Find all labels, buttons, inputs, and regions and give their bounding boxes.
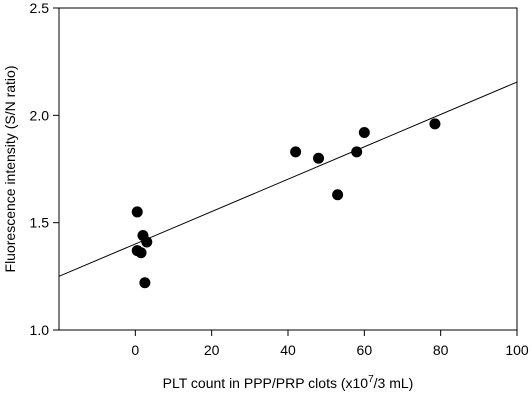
- x-tick-label: 60: [357, 342, 373, 358]
- y-tick-label: 2.5: [30, 0, 50, 16]
- x-axis-title: PLT count in PPP/PRP clots (x107/3 mL): [163, 374, 414, 391]
- x-axis-title-main: PLT count in PPP/PRP clots (x10: [163, 375, 369, 391]
- y-tick-label: 1.5: [30, 215, 50, 231]
- y-tick-label: 2.0: [30, 107, 50, 123]
- data-point: [429, 118, 441, 130]
- x-axis-title-suffix: /3 mL): [374, 375, 414, 391]
- x-axis-ticks: 0 20 40 60 80 100: [131, 330, 529, 358]
- data-point: [290, 146, 302, 158]
- x-axis-title-superscript: 7: [368, 374, 374, 385]
- data-point: [139, 277, 151, 289]
- plot-frame: [58, 7, 518, 331]
- regression-line: [58, 81, 518, 277]
- y-axis-title: Fluorescence intensity (S/N ratio): [2, 66, 18, 273]
- y-tick-label: 1.0: [30, 322, 50, 338]
- data-point: [313, 152, 325, 164]
- data-point: [135, 247, 147, 259]
- data-point: [351, 146, 363, 158]
- y-axis-ticks: 1.0 1.5 2.0 2.5: [30, 0, 59, 338]
- x-tick-label: 100: [505, 342, 529, 358]
- x-tick-label: 40: [280, 342, 296, 358]
- x-tick-label: 0: [131, 342, 139, 358]
- data-point: [358, 127, 370, 139]
- data-point: [131, 206, 143, 218]
- x-tick-label: 20: [204, 342, 220, 358]
- x-tick-label: 80: [433, 342, 449, 358]
- data-point: [141, 236, 153, 248]
- data-point: [332, 189, 344, 201]
- data-points: [131, 118, 441, 289]
